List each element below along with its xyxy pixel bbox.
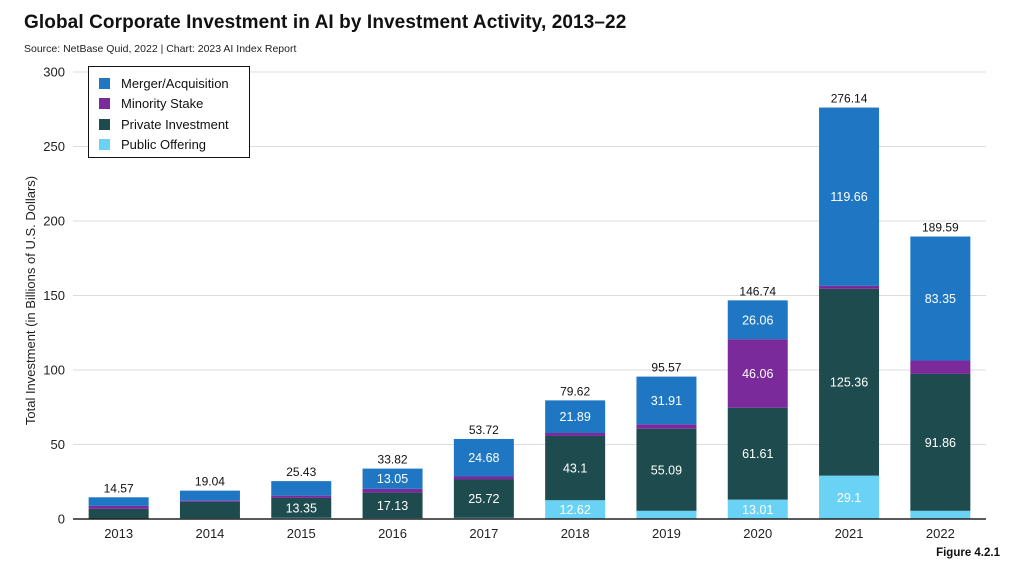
y-tick-label: 300 bbox=[43, 65, 65, 80]
segment-value-label: 13.01 bbox=[742, 503, 773, 517]
segment-value-label: 46.06 bbox=[742, 367, 773, 381]
segment-value-label: 55.09 bbox=[651, 463, 682, 477]
segment-value-label: 12.62 bbox=[560, 503, 591, 517]
bar-segment bbox=[88, 505, 149, 509]
figure-label: Figure 4.2.1 bbox=[936, 547, 1000, 559]
bar-segment bbox=[819, 288, 880, 476]
bar-segment bbox=[362, 488, 423, 493]
legend-label-merger: Merger/Acquisition bbox=[121, 75, 229, 91]
bar-total-label: 14.57 bbox=[104, 481, 134, 495]
segment-value-label: 13.35 bbox=[286, 501, 317, 515]
legend-item-minority: Minority Stake bbox=[99, 94, 249, 115]
segment-value-label: 21.89 bbox=[560, 410, 591, 424]
segment-value-label: 31.91 bbox=[651, 394, 682, 408]
legend-label-private: Private Investment bbox=[121, 116, 229, 132]
bar-total-label: 33.82 bbox=[378, 453, 408, 467]
x-tick-label: 2015 bbox=[287, 526, 316, 541]
bar-total-label: 19.04 bbox=[195, 475, 225, 489]
segment-value-label: 43.1 bbox=[563, 462, 587, 476]
legend-swatch-public bbox=[99, 139, 110, 151]
legend-swatch-private bbox=[99, 118, 110, 130]
bar-segment bbox=[819, 285, 880, 289]
x-tick-label: 2020 bbox=[743, 526, 772, 541]
bar-total-label: 146.74 bbox=[739, 284, 776, 298]
bar-segment bbox=[819, 475, 880, 519]
y-tick-label: 0 bbox=[58, 512, 65, 527]
x-tick-label: 2021 bbox=[835, 526, 864, 541]
bar-segment bbox=[910, 360, 971, 374]
bar-segment bbox=[453, 438, 514, 477]
bar-segment bbox=[727, 339, 788, 408]
segment-value-label: 24.68 bbox=[468, 451, 499, 465]
bar-segment bbox=[910, 510, 971, 519]
segment-value-label: 29.1 bbox=[837, 491, 861, 505]
bar-segment bbox=[727, 499, 788, 519]
bar-segment bbox=[545, 500, 606, 519]
bar-total-label: 95.57 bbox=[651, 361, 681, 375]
x-tick-label: 2013 bbox=[104, 526, 133, 541]
segment-value-label: 125.36 bbox=[830, 376, 868, 390]
x-tick-label: 2018 bbox=[561, 526, 590, 541]
y-tick-label: 250 bbox=[43, 139, 65, 154]
x-tick-label: 2016 bbox=[378, 526, 407, 541]
bar-segment bbox=[453, 479, 514, 518]
bar-total-label: 25.43 bbox=[286, 465, 316, 479]
chart-legend: Merger/Acquisition Minority Stake Privat… bbox=[88, 66, 250, 158]
bar-segment bbox=[179, 490, 240, 501]
y-tick-label: 200 bbox=[43, 214, 65, 229]
bar-segment bbox=[545, 400, 606, 433]
bar-total-label: 189.59 bbox=[922, 221, 959, 235]
bar-total-label: 276.14 bbox=[831, 92, 868, 106]
y-tick-label: 100 bbox=[43, 363, 65, 378]
segment-value-label: 26.06 bbox=[742, 313, 773, 327]
bar-segment bbox=[727, 407, 788, 500]
bar-segment bbox=[910, 373, 971, 511]
bar-segment bbox=[362, 492, 423, 519]
bar-segment bbox=[636, 376, 697, 425]
legend-swatch-minority bbox=[99, 98, 110, 110]
bar-segment bbox=[88, 508, 149, 519]
segment-value-label: 61.61 bbox=[742, 447, 773, 461]
bar-segment bbox=[362, 468, 423, 489]
bar-segment bbox=[910, 236, 971, 361]
legend-item-public: Public Offering bbox=[99, 135, 249, 156]
bar-segment bbox=[271, 481, 332, 496]
bar-segment bbox=[179, 500, 240, 502]
chart-title: Global Corporate Investment in AI by Inv… bbox=[24, 12, 627, 33]
bar-segment bbox=[453, 476, 514, 480]
bar-segment bbox=[88, 497, 149, 506]
legend-label-minority: Minority Stake bbox=[121, 96, 204, 112]
bar-total-label: 53.72 bbox=[469, 423, 499, 437]
segment-value-label: 91.86 bbox=[925, 436, 956, 450]
bar-segment bbox=[727, 300, 788, 340]
segment-value-label: 83.35 bbox=[925, 292, 956, 306]
x-tick-label: 2017 bbox=[469, 526, 498, 541]
y-tick-label: 50 bbox=[51, 437, 65, 452]
bar-total-label: 79.62 bbox=[560, 384, 590, 398]
bar-segment bbox=[636, 424, 697, 429]
legend-item-private: Private Investment bbox=[99, 114, 249, 135]
segment-value-label: 25.72 bbox=[468, 492, 499, 506]
x-tick-label: 2014 bbox=[195, 526, 224, 541]
bar-segment bbox=[545, 432, 606, 436]
bar-segment bbox=[819, 107, 880, 286]
bar-segment bbox=[271, 495, 332, 498]
segment-value-label: 13.05 bbox=[377, 472, 408, 486]
legend-item-merger: Merger/Acquisition bbox=[99, 73, 249, 94]
legend-label-public: Public Offering bbox=[121, 137, 207, 153]
segment-value-label: 119.66 bbox=[830, 190, 867, 204]
legend-swatch-merger bbox=[99, 77, 110, 89]
bar-segment bbox=[271, 497, 332, 518]
y-axis-title: Total Investment (in Billions of U.S. Do… bbox=[23, 176, 38, 425]
bar-segment bbox=[179, 501, 240, 519]
bar-segment bbox=[636, 428, 697, 511]
chart-subtitle: Source: NetBase Quid, 2022 | Chart: 2023… bbox=[24, 43, 297, 55]
bar-segment bbox=[636, 510, 697, 519]
bar-segment bbox=[545, 435, 606, 501]
x-tick-label: 2019 bbox=[652, 526, 681, 541]
y-tick-label: 150 bbox=[43, 288, 65, 303]
segment-value-label: 17.13 bbox=[377, 499, 408, 513]
x-tick-label: 2022 bbox=[926, 526, 955, 541]
